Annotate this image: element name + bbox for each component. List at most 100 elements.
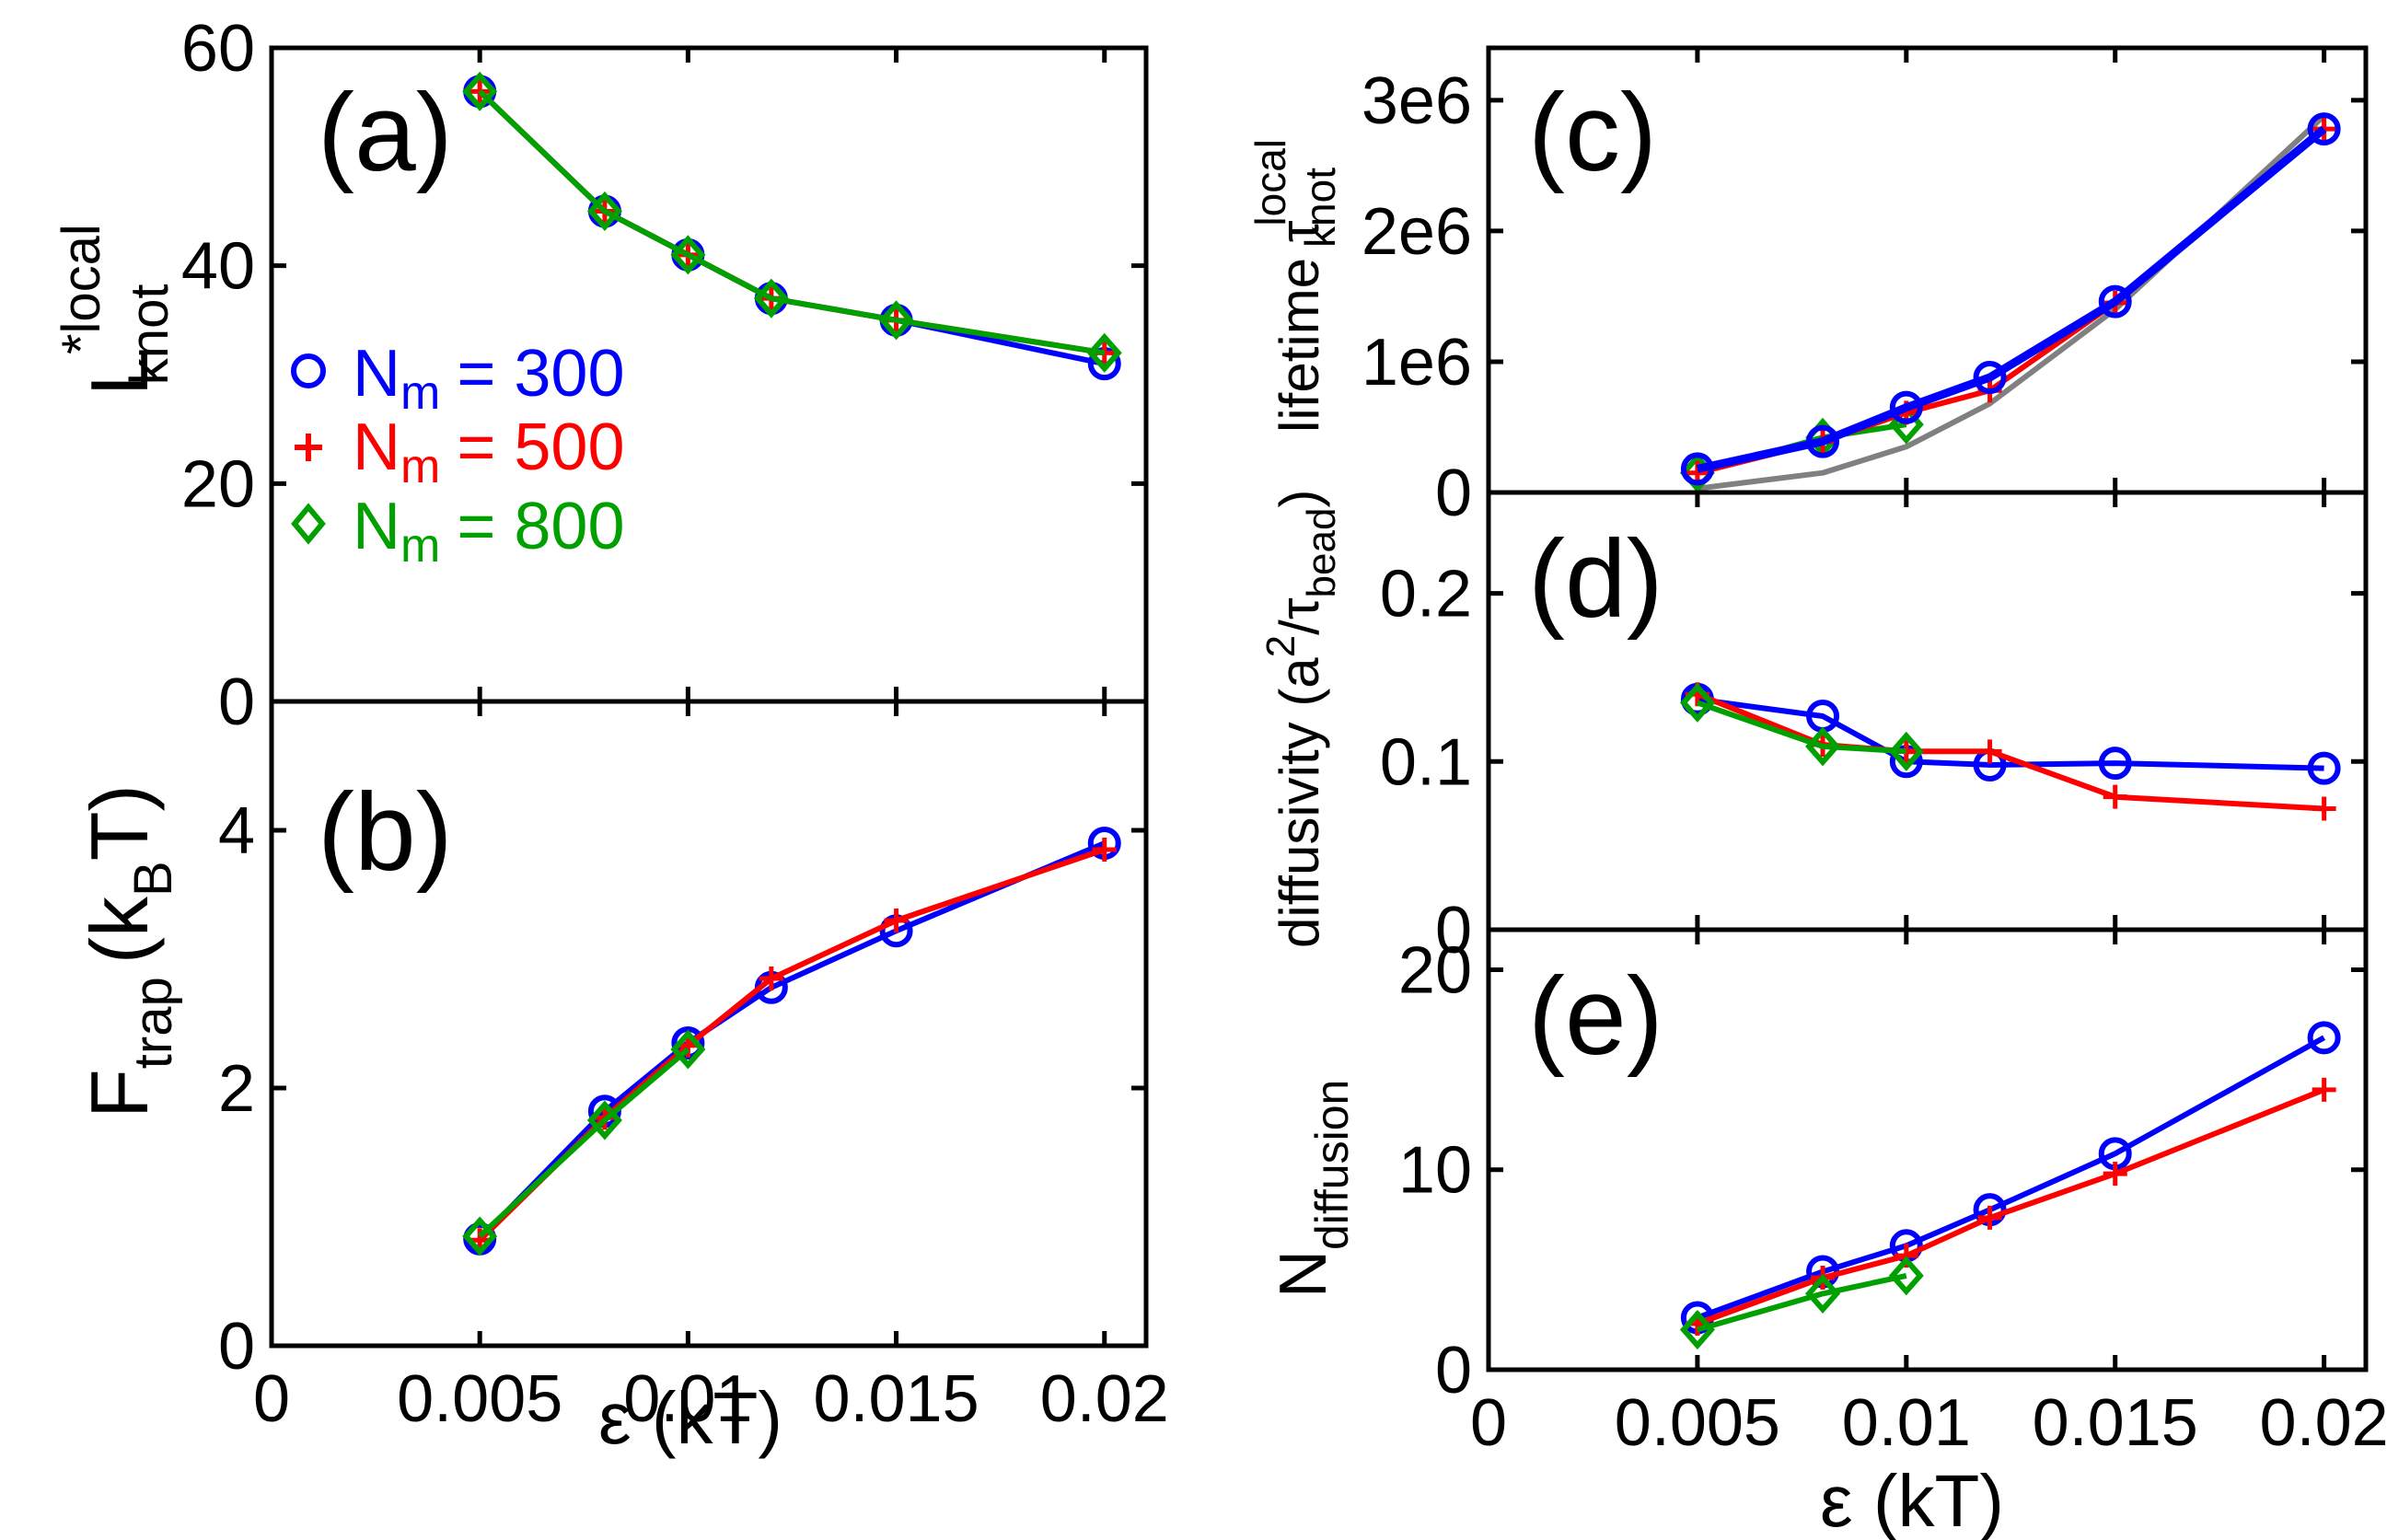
svg-text:lifetime τlocalknot: lifetime τlocalknot	[1246, 139, 1344, 433]
data-point	[2098, 284, 2132, 318]
legend: Nm = 300 Nm = 500 Nm = 800	[291, 337, 625, 573]
series-a-n800	[462, 71, 1122, 373]
xlabel-right: ε (kT)	[1820, 1460, 2004, 1540]
series-line	[1696, 1087, 2325, 1326]
axes-frame-b	[269, 699, 1149, 1349]
legend-entry-300: Nm = 300	[291, 337, 625, 420]
data-point	[884, 909, 909, 932]
series-line	[1696, 1035, 2326, 1321]
data-point	[1680, 452, 1714, 486]
y-tick-label-e: 10	[1398, 1134, 1472, 1208]
x-tick-label-b: 0.015	[813, 1362, 979, 1436]
x-tick-label-b: 0.01	[623, 1362, 752, 1436]
series-e-n300	[1680, 1021, 2341, 1335]
y-tick-label-b: 2	[218, 1052, 255, 1126]
series-line	[478, 89, 1106, 356]
data-point	[878, 300, 914, 341]
panel-d: 0 0.1 0.2 (d)	[1380, 490, 2369, 967]
x-tick-label-e: 0.01	[1842, 1386, 1971, 1460]
series-b-n300	[463, 827, 1121, 1256]
x-tick-label-b: 0.005	[397, 1362, 562, 1436]
axes-frame-e	[1486, 927, 2369, 1372]
panel-label-c: (c)	[1528, 71, 1657, 194]
y-tick-label-a: 20	[181, 447, 255, 521]
x-tick-label-e: 0	[1470, 1386, 1507, 1460]
legend-diamond-marker	[291, 503, 326, 545]
series-e-n500	[1685, 1077, 2336, 1337]
y-tick-label-d: 0	[1435, 894, 1472, 967]
y-tick-label-a: 60	[181, 12, 255, 86]
legend-entry-500: Nm = 500	[295, 411, 625, 493]
data-point	[1888, 1256, 1924, 1296]
series-c-n500	[1685, 117, 2336, 485]
data-point	[759, 967, 783, 990]
series-line	[1696, 700, 1906, 755]
y-tick-label-c: 3e6	[1362, 64, 1472, 138]
series-c-ref	[1697, 113, 2326, 492]
y-tick-label-c: 0	[1435, 457, 1472, 530]
series-e-n800	[1679, 1256, 1924, 1350]
y-tick-label-c: 1e6	[1362, 326, 1472, 399]
y-tick-label-d: 0.1	[1380, 725, 1472, 799]
x-tick-label-e: 0.015	[2033, 1386, 2198, 1460]
x-tick-label-b: 0	[253, 1362, 290, 1436]
series-d-n500	[1685, 682, 2336, 821]
data-point	[2312, 1077, 2336, 1102]
x-tick-label-b: 0.02	[1040, 1362, 1169, 1436]
data-point	[2312, 117, 2336, 142]
x-tick-label-e: 0.005	[1615, 1386, 1780, 1460]
y-tick-label-e: 20	[1398, 933, 1472, 1007]
series-line	[478, 89, 1106, 356]
data-point	[1977, 739, 2002, 764]
series-line	[1697, 1272, 1907, 1333]
data-point	[586, 191, 622, 232]
svg-text:L*localknot: L*local knot	[52, 224, 180, 396]
legend-entry-800: Nm = 800	[291, 490, 625, 573]
svg-text:Ftrap(kBT): Ftrap(kBT)	[74, 784, 183, 1118]
data-point	[1679, 682, 1715, 723]
ylabel-d: diffusivity (a2/τbead)	[1258, 490, 1344, 948]
data-point	[1806, 424, 1840, 458]
svg-text:Ndiffusion: Ndiffusion	[1267, 1080, 1358, 1298]
panel-e: 0 0.005 0.01 0.015 0.02 0 10 20 (e)	[1398, 927, 2387, 1460]
series-line	[1696, 125, 2327, 473]
data-point	[586, 1100, 622, 1141]
data-point	[2307, 112, 2341, 146]
series-line	[478, 847, 1106, 1243]
y-tick-label-e: 0	[1435, 1334, 1472, 1407]
data-point	[670, 235, 706, 275]
data-point	[2103, 1162, 2127, 1187]
ylabel-b: Ftrap(kBT)	[74, 784, 183, 1118]
panel-label-a: (a)	[318, 71, 453, 194]
data-point	[1973, 360, 2007, 394]
panel-label-b: (b)	[318, 770, 453, 894]
legend-label-300: Nm = 300	[353, 337, 625, 420]
y-tick-label-b: 4	[218, 794, 255, 868]
data-point	[1889, 390, 1923, 424]
panel-label-d: (d)	[1528, 517, 1663, 641]
series-c-n300	[1680, 112, 2341, 486]
ylabel-a: L*local knot	[52, 224, 180, 396]
data-point	[1086, 332, 1122, 373]
x-tick-label-e: 0.02	[2260, 1386, 2387, 1460]
ylabel-c: lifetime τlocalknot	[1246, 139, 1344, 433]
series-a-n500	[468, 79, 1117, 365]
y-tick-label-b: 0	[218, 1310, 255, 1384]
y-tick-label-a: 40	[181, 230, 255, 304]
series-b-n800	[462, 1029, 706, 1256]
series-a-n300	[463, 75, 1121, 381]
data-point	[462, 71, 498, 111]
data-point	[1092, 838, 1117, 862]
data-point	[2312, 796, 2336, 821]
data-point	[1805, 1273, 1841, 1314]
data-point	[1679, 1310, 1715, 1350]
panel-b: 0 0.005 0.01 0.015 0.02 0 2 4 (b)	[218, 699, 1169, 1436]
legend-label-500: Nm = 500	[353, 411, 625, 493]
panel-c: 0 1e6 2e6 3e6 (c)	[1362, 45, 2369, 530]
panel-a: 0 20 40 60 (a)	[181, 12, 1149, 739]
y-tick-label-a: 0	[218, 666, 255, 739]
data-point	[2103, 784, 2127, 809]
data-point	[1805, 726, 1841, 767]
series-line	[478, 89, 1106, 367]
